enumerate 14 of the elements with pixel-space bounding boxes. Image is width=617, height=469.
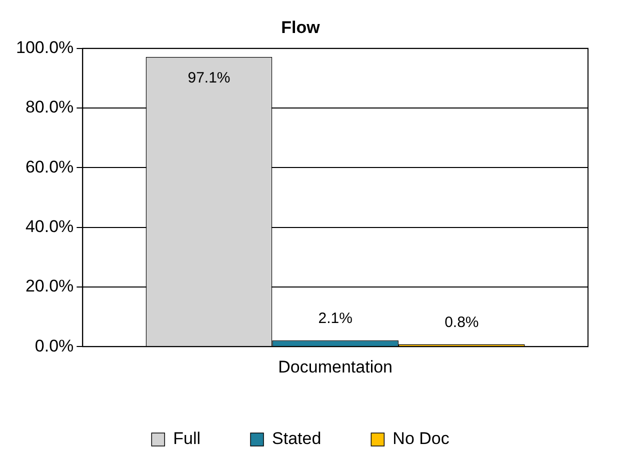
legend-label: Full [173, 429, 201, 448]
y-tick-label: 80.0% [25, 98, 74, 117]
legend-label: Stated [272, 429, 322, 448]
y-tick-label: 60.0% [25, 157, 74, 176]
chart-title: Flow [281, 18, 321, 37]
data-label: 0.8% [444, 314, 479, 331]
y-tick-label: 40.0% [25, 217, 74, 236]
y-tick-label: 100.0% [16, 38, 74, 58]
y-tick-label: 20.0% [25, 276, 74, 296]
data-label: 2.1% [318, 310, 352, 327]
x-tick-label: Documentation [278, 357, 392, 376]
y-tick-label: 0.0% [34, 336, 74, 356]
legend-label: No Doc [392, 429, 450, 448]
data-label: 97.1% [188, 70, 230, 87]
